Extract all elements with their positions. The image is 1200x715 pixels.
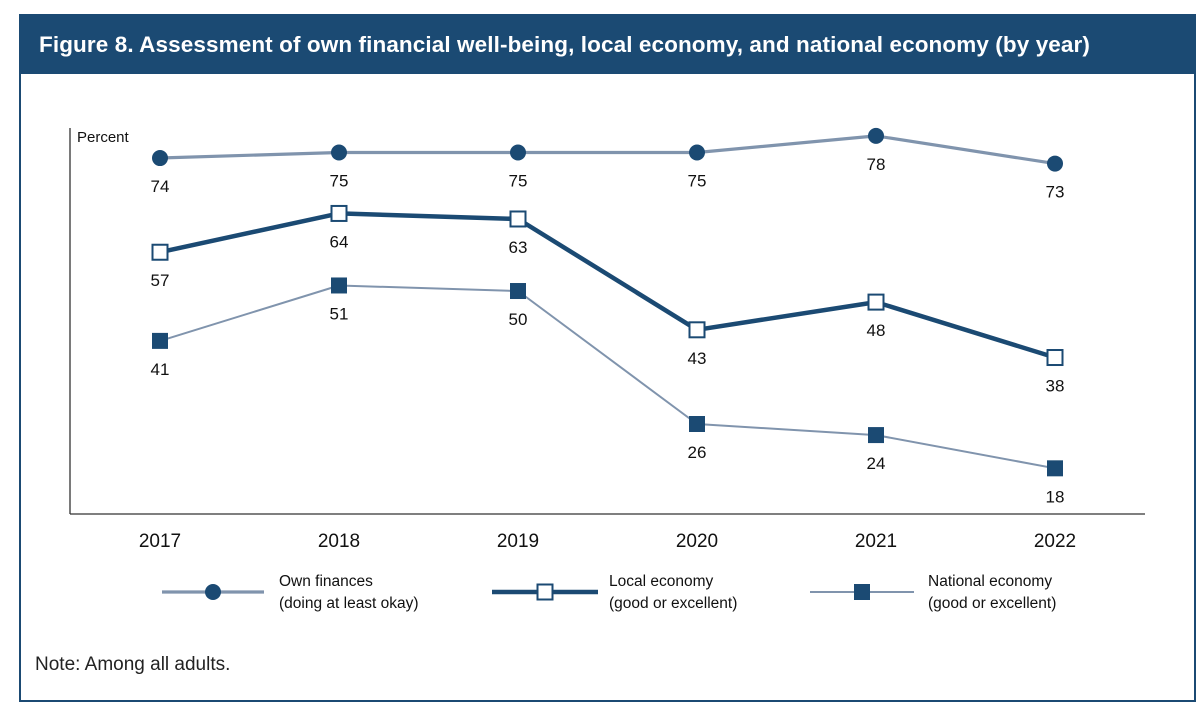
data-label-national-economy-2022: 18 [1046,487,1065,506]
data-label-local-economy-2022: 38 [1046,377,1065,396]
legend: Own finances (doing at least okay) Local e… [162,573,1056,612]
series-line-national-economy [159,284,1056,470]
data-point-own-finances-2019 [510,144,526,161]
data-label-local-economy-2021: 48 [867,321,886,340]
series-line-own-finances [159,134,1056,166]
legend-label-national-economy-line-2: (good or excellent) [928,595,1056,612]
chart-axes: Percent [69,128,1145,515]
legend-item-own-finances: Own finances (doing at least okay) [162,573,419,612]
x-tick-label-2019: 2019 [497,531,539,552]
legend-label-local-economy-line-1: Local economy [609,573,714,590]
data-label-national-economy-2017: 41 [151,360,170,379]
data-label-national-economy-2019: 50 [509,310,528,329]
legend-marker-own-finances [205,584,221,600]
data-label-national-economy-2018: 51 [330,304,349,323]
data-label-own-finances-2018: 75 [330,172,349,191]
data-point-national-economy-2021 [868,427,884,444]
series-local-economy: 57 64 63 43 48 38 [151,204,1065,396]
figure-title: Figure 8. Assessment of own financial we… [21,16,1194,74]
legend-label-national-economy-line-1: National economy [928,573,1052,590]
data-label-local-economy-2017: 57 [151,271,170,290]
legend-item-local-economy: Local economy (good or excellent) [492,573,737,612]
legend-label-local-economy-line-2: (good or excellent) [609,595,737,612]
x-tick-label-2017: 2017 [139,531,181,552]
legend-label-own-finances-line-2: (doing at least okay) [279,595,419,612]
data-point-own-finances-2017 [152,150,168,167]
x-tick-label-2021: 2021 [855,531,897,552]
data-point-own-finances-2021 [868,127,884,144]
data-point-own-finances-2020 [689,144,705,161]
data-label-own-finances-2020: 75 [688,172,707,191]
data-label-national-economy-2020: 26 [688,443,707,462]
series-line-local-economy [159,211,1056,360]
data-point-national-economy-2019 [510,283,526,300]
data-point-national-economy-2018 [331,277,347,294]
legend-marker-national-economy [854,584,870,600]
data-point-national-economy-2022 [1047,460,1063,477]
data-point-own-finances-2022 [1047,155,1063,172]
data-label-local-economy-2020: 43 [688,349,707,368]
data-label-local-economy-2019: 63 [509,238,528,257]
legend-item-national-economy: National economy (good or excellent) [810,573,1056,612]
x-tick-label-2022: 2022 [1034,531,1076,552]
data-point-local-economy-2020 [688,321,706,339]
legend-label-own-finances-line-1: Own finances [279,573,373,590]
data-point-local-economy-2022 [1046,349,1064,367]
data-label-local-economy-2018: 64 [330,232,349,251]
data-point-local-economy-2017 [151,243,169,261]
x-tick-label-2020: 2020 [676,531,718,552]
data-label-own-finances-2021: 78 [867,155,886,174]
y-axis-label: Percent [77,129,130,146]
data-point-local-economy-2018 [330,204,348,222]
data-label-own-finances-2022: 73 [1046,183,1065,202]
series-national-economy: 41 51 50 26 24 18 [151,277,1065,506]
data-point-national-economy-2020 [689,416,705,432]
x-tick-label-2018: 2018 [318,531,360,552]
data-label-own-finances-2019: 75 [509,172,528,191]
figure-note: Note: Among all adults. [35,654,231,675]
data-point-own-finances-2018 [331,144,347,161]
data-label-own-finances-2017: 74 [151,177,170,196]
data-point-national-economy-2017 [152,332,168,349]
series-own-finances: 74 75 75 75 78 73 [151,127,1065,202]
legend-marker-local-economy [536,583,554,601]
x-tick-labels: 2017 2018 2019 2020 2021 2022 [139,531,1076,552]
data-point-local-economy-2019 [509,210,527,228]
series-layer: 74 75 75 75 78 73 57 64 63 43 48 38 41 51 50 26 24 18 [151,127,1065,506]
data-point-local-economy-2021 [867,293,885,311]
data-label-national-economy-2021: 24 [867,454,886,473]
